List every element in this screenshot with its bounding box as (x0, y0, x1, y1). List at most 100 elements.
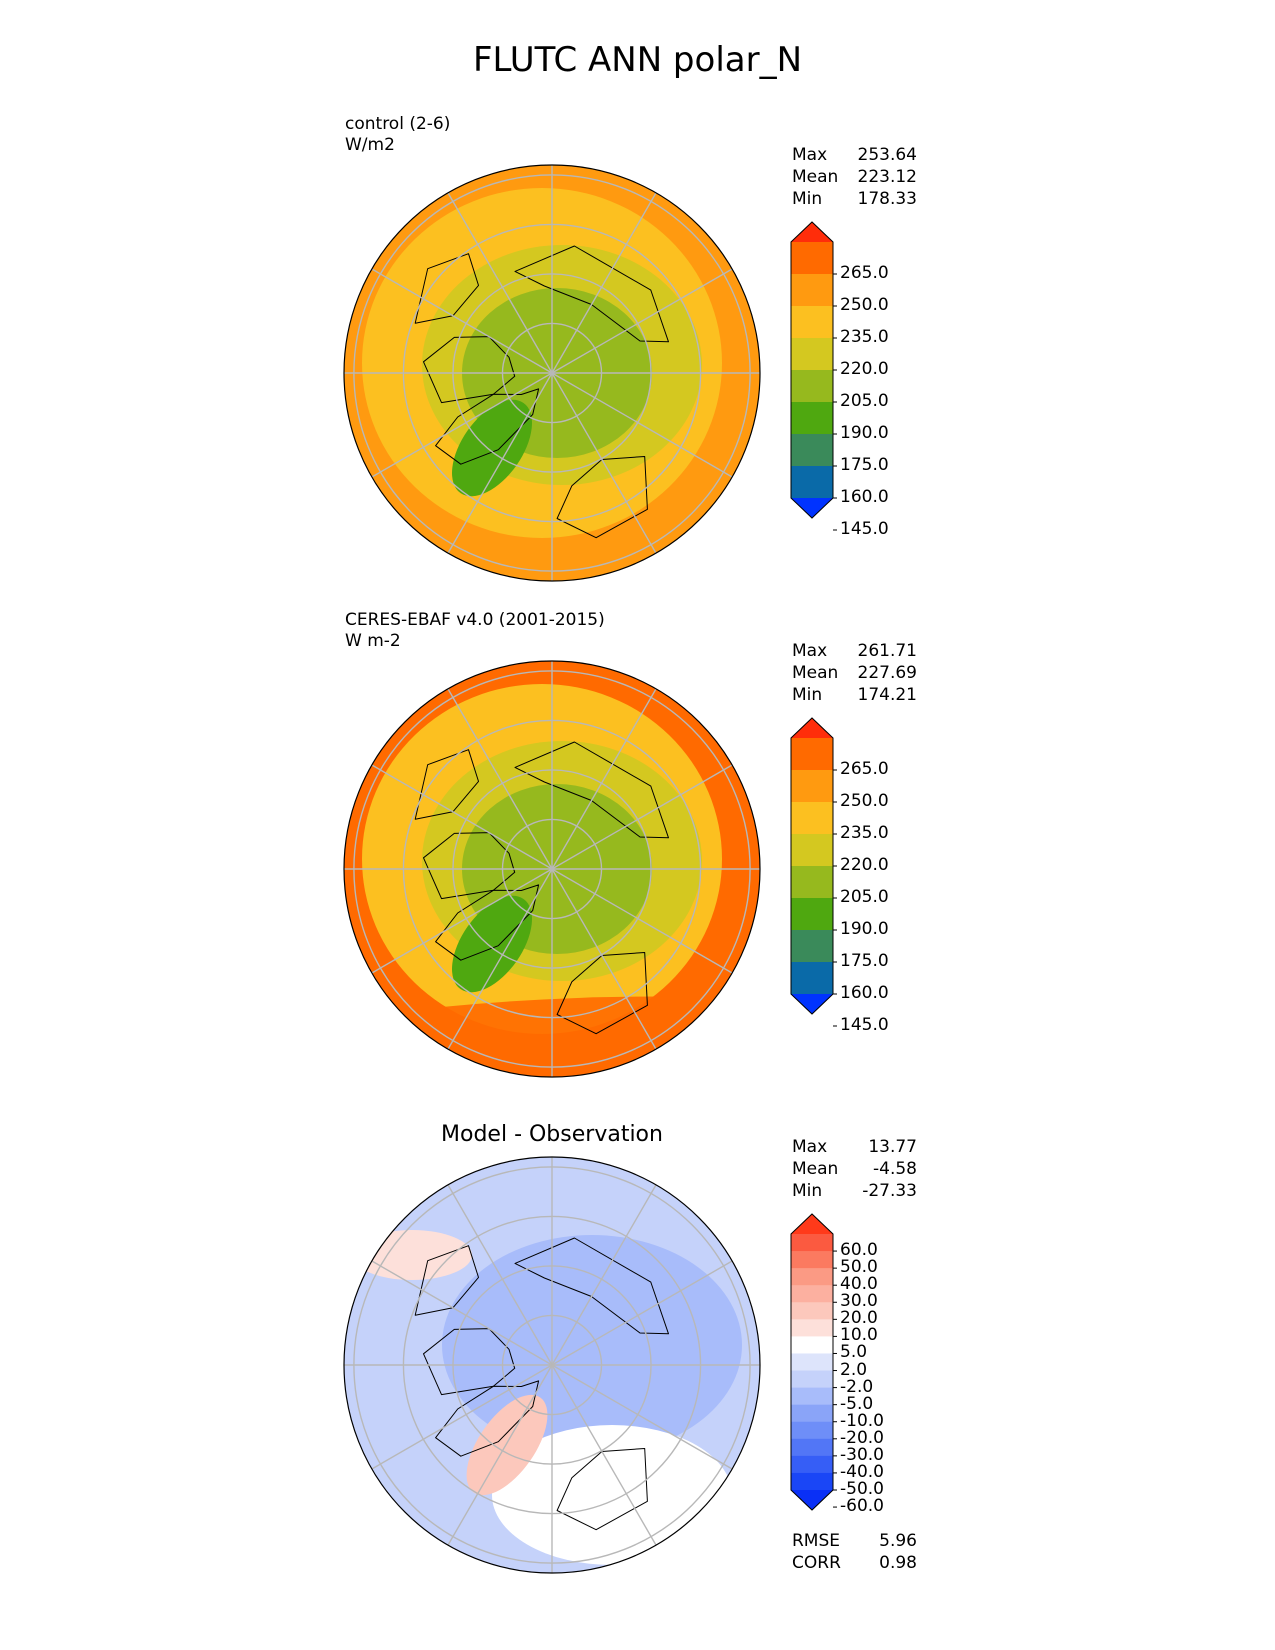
colorbar-segment (791, 1455, 833, 1474)
colorbar-tick-label: 5.0 (840, 1342, 868, 1363)
coastline (435, 1380, 540, 1457)
colorbar-segment (791, 898, 833, 931)
colorbar-extend-max (791, 1214, 833, 1234)
colorbar-segment (791, 1404, 833, 1423)
meridian-line (551, 372, 733, 478)
colorbar-tick-label: -5.0 (840, 1393, 874, 1414)
meridian-line (551, 268, 733, 374)
meridian-line (551, 868, 733, 974)
meridian-line (447, 688, 553, 870)
diff-positive-region (352, 1230, 472, 1280)
colorbar-tick-label: 265.0 (840, 759, 889, 779)
map-field (344, 165, 760, 581)
panel3-metrics: RMSE 5.96 CORR 0.98 (792, 1530, 917, 1574)
colorbar-tick-label: 205.0 (840, 887, 889, 907)
colorbar-segment (791, 962, 833, 995)
colorbar-segment (791, 1336, 833, 1354)
meridian-line (447, 868, 553, 1050)
colorbar-segment (791, 802, 833, 835)
coastline (423, 336, 516, 404)
meridian-line (447, 1364, 553, 1546)
coastline (514, 741, 669, 839)
colorbar-tick-label: -50.0 (840, 1479, 884, 1499)
coastline (414, 749, 479, 820)
colorbar-tick-label: 145.0 (840, 519, 889, 539)
panel1-units: W/m2 (345, 135, 395, 155)
field-band-greenland (452, 895, 532, 993)
colorbar-tick-label: 220.0 (840, 359, 889, 379)
meridian-line (551, 1184, 657, 1366)
panel1-case-name: control (2-6) (345, 114, 451, 134)
stat-mean: Mean -4.58 (792, 1159, 917, 1179)
colorbar-segment (791, 834, 833, 867)
field-band-greenland (452, 399, 532, 497)
meridian-line (447, 192, 553, 374)
panel2-units: W m-2 (345, 631, 401, 651)
colorbar-segment (791, 1472, 833, 1491)
coastline (423, 832, 516, 900)
colorbar-segment (791, 930, 833, 963)
coastline (435, 388, 540, 465)
colorbar-extend-min (791, 994, 833, 1014)
meridian-line (551, 1364, 657, 1546)
meridian-line (551, 868, 657, 1050)
panel1-label: control (2-6) W/m2 (345, 114, 450, 156)
meridian-line (551, 372, 657, 554)
meridian-line (371, 764, 553, 870)
colorbar-segment (791, 434, 833, 467)
diff-positive-region (466, 1394, 548, 1496)
panel1-colorbar (790, 221, 837, 531)
panel1-stats: Max 253.64 Mean 223.12 Min 178.33 (792, 144, 917, 210)
colorbar-tick-label: -20.0 (840, 1427, 884, 1448)
colorbar-tick-label: 160.0 (840, 983, 889, 1003)
colorbar-segment (791, 338, 833, 371)
panel3-colorbar (790, 1213, 837, 1511)
panel3-stats: Max 13.77 Mean -4.58 Min -27.33 (792, 1136, 917, 1202)
colorbar-tick-label: 175.0 (840, 455, 889, 475)
colorbar-tick-label: 220.0 (840, 855, 889, 875)
meridian-line (447, 372, 553, 554)
colorbar-tick-label: -2.0 (840, 1376, 874, 1397)
coastline (423, 1328, 516, 1396)
colorbar-segment (791, 274, 833, 307)
meridian-line (447, 1184, 553, 1366)
colorbar-segment (791, 1302, 833, 1320)
panel2-dataset-name: CERES-EBAF v4.0 (2001-2015) (345, 610, 605, 630)
colorbar-tick-label: 2.0 (840, 1359, 868, 1380)
stat-max: Max 261.71 (792, 641, 917, 661)
meridian-line (371, 372, 553, 478)
stat-min: Min 178.33 (792, 189, 917, 209)
colorbar-tick-label: 190.0 (840, 423, 889, 443)
coastline (514, 245, 669, 343)
stat-max: Max 13.77 (792, 1137, 917, 1157)
panel2-stats: Max 261.71 Mean 227.69 Min 174.21 (792, 640, 917, 706)
stat-min: Min 174.21 (792, 685, 917, 705)
colorbar-tick-label: 250.0 (840, 295, 889, 315)
meridian-line (551, 764, 733, 870)
colorbar-tick-label: 205.0 (840, 391, 889, 411)
colorbar-segment (791, 738, 833, 771)
colorbar-tick-label: 10.0 (840, 1325, 878, 1346)
stat-mean: Mean 227.69 (792, 663, 917, 683)
colorbar-tick-label: 40.0 (840, 1274, 878, 1295)
stat-max: Max 253.64 (792, 145, 917, 165)
colorbar-tick-label: 235.0 (840, 823, 889, 843)
map-boundary (343, 660, 761, 1078)
colorbar-segment (791, 1251, 833, 1269)
panel3-title: Model - Observation (441, 1122, 663, 1147)
colorbar-segment (791, 1234, 833, 1252)
panel2-label: CERES-EBAF v4.0 (2001-2015) W m-2 (345, 610, 605, 652)
meridian-line (551, 1364, 733, 1470)
meridian-line (551, 1260, 733, 1366)
meridian-line (371, 1364, 553, 1470)
colorbar-tick-label: 145.0 (840, 1015, 889, 1035)
panel3-polar-map (343, 1156, 761, 1574)
colorbar-extend-min (791, 1490, 833, 1510)
colorbar-segment (791, 1285, 833, 1303)
colorbar-tick-label: -60.0 (840, 1496, 884, 1517)
colorbar-segment (791, 866, 833, 899)
colorbar-segment (791, 1370, 833, 1389)
map-boundary (343, 1156, 761, 1574)
colorbar-tick-label: 265.0 (840, 263, 889, 283)
colorbar-extend-min (791, 498, 833, 518)
